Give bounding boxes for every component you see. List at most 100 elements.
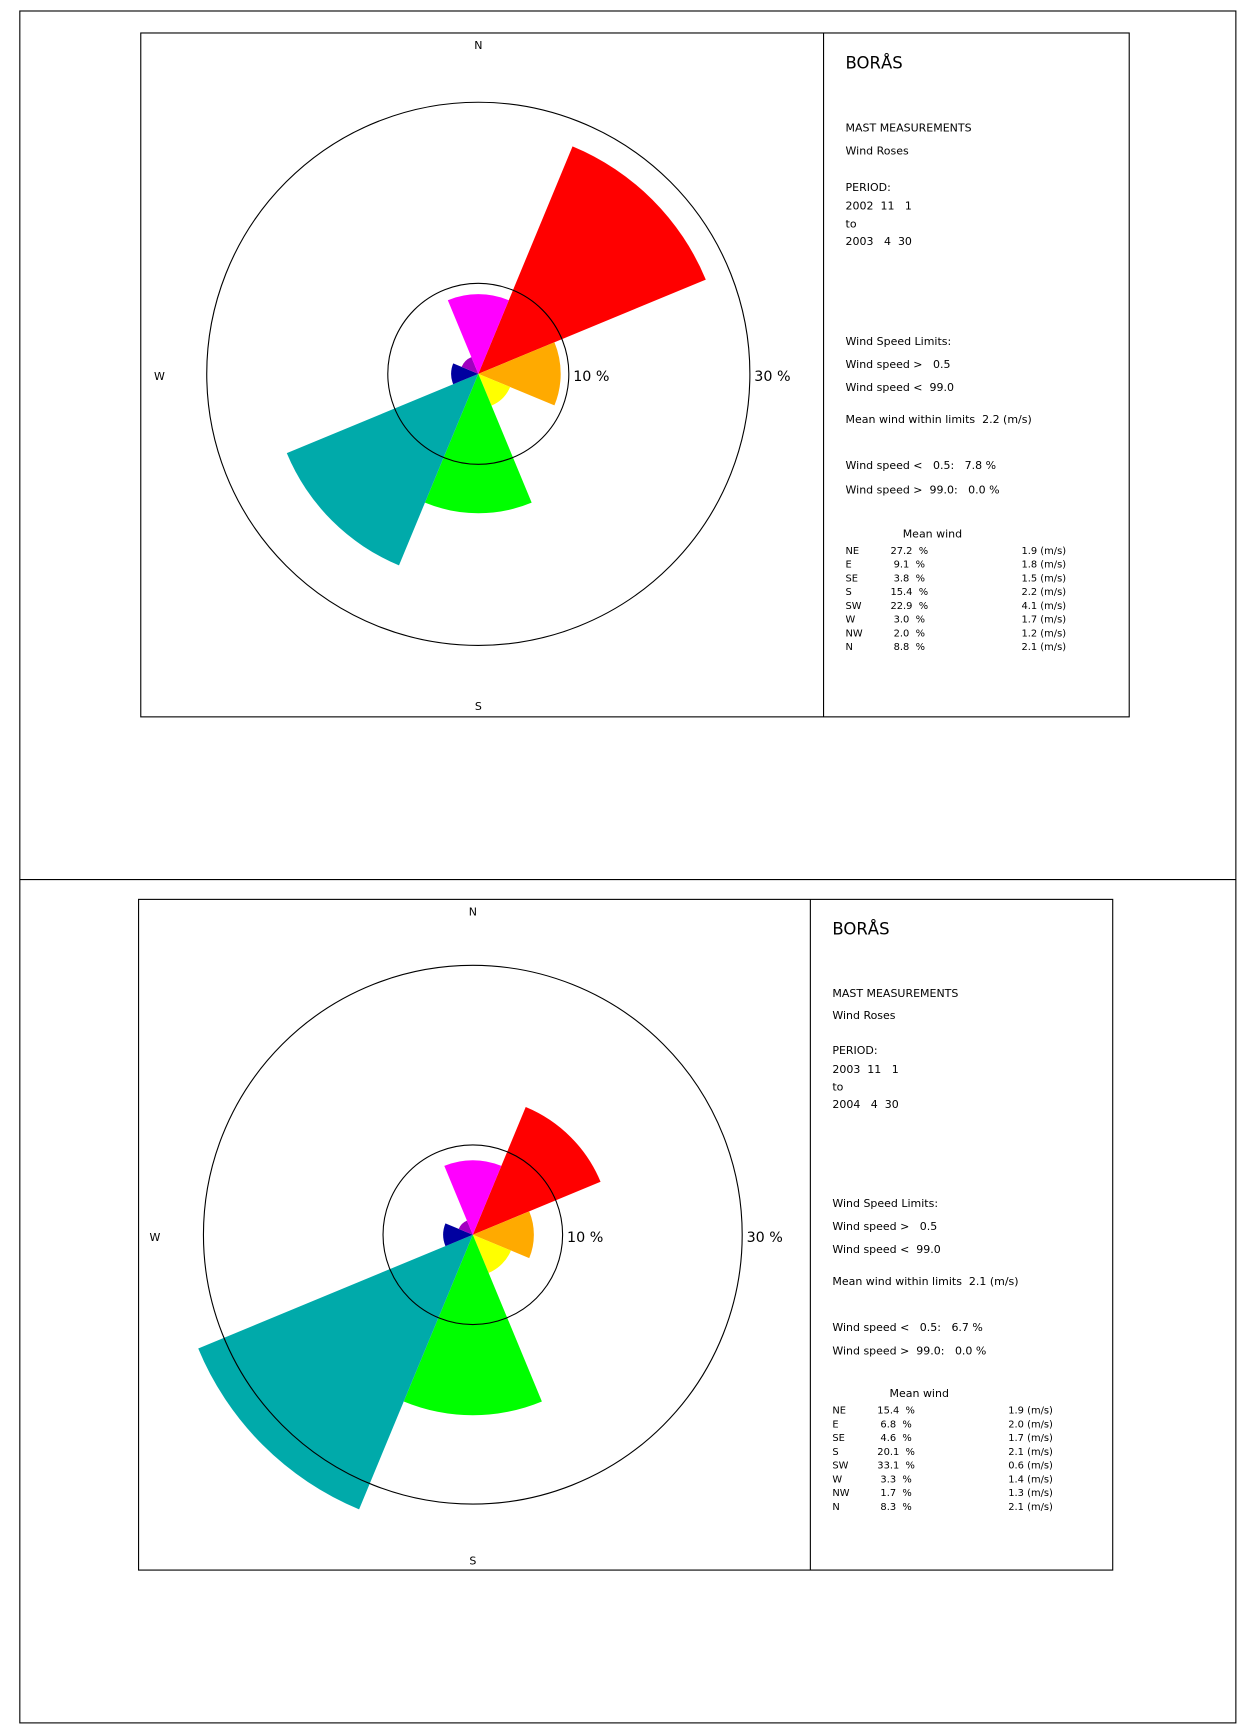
caption: Wind Roses [846, 145, 909, 158]
wind-sector [444, 1160, 502, 1235]
direction-label: N [832, 1502, 839, 1513]
mean-wind-label: 1.5 (m/s) [1021, 573, 1066, 584]
period-label: PERIOD: [846, 181, 891, 194]
station-title: BORÅS [846, 53, 903, 72]
period-line: 2003 4 30 [846, 235, 912, 248]
outer-frame [19, 10, 1237, 1724]
direction-label: W [832, 1474, 842, 1485]
range-ring [206, 101, 751, 646]
direction-label: SW [832, 1461, 848, 1472]
wind-sector [478, 146, 706, 374]
outside-line: Wind speed > 99.0: 0.0 % [846, 483, 1000, 496]
mean-wind-label: 4.1 (m/s) [1021, 601, 1066, 612]
mean-wind-label: 2.0 (m/s) [1008, 1419, 1053, 1430]
panel-frame [138, 898, 1114, 1571]
wind-sector [286, 373, 479, 566]
frequency-label: 6.8 % [880, 1419, 911, 1430]
mean-wind-label: 2.1 (m/s) [1021, 642, 1066, 653]
direction-label: W [846, 615, 856, 626]
wind-sector [472, 1234, 511, 1273]
frequency-label: 1.7 % [880, 1488, 911, 1499]
compass-label: N [469, 906, 477, 919]
mean-within: Mean wind within limits 2.2 (m/s) [846, 413, 1032, 426]
mean-wind-label: 0.6 (m/s) [1008, 1461, 1053, 1472]
range-ring [202, 964, 743, 1505]
direction-label: NE [832, 1406, 846, 1417]
ring-label: 30 % [747, 1230, 783, 1246]
mean-wind-label: 1.8 (m/s) [1021, 560, 1066, 571]
direction-label: NW [846, 628, 863, 639]
limit-line: Wind speed > 0.5 [832, 1220, 937, 1233]
frequency-label: 33.1 % [877, 1461, 915, 1472]
caption: Wind Roses [832, 1009, 895, 1022]
direction-label: SE [846, 573, 859, 584]
frequency-label: 8.3 % [880, 1502, 911, 1513]
period-line: 2003 11 1 [832, 1063, 898, 1076]
mean-within: Mean wind within limits 2.1 (m/s) [832, 1275, 1018, 1288]
direction-label: E [846, 560, 852, 571]
frequency-label: 27.2 % [890, 546, 928, 557]
frequency-label: 20.1 % [877, 1447, 915, 1458]
wind-sector [461, 357, 479, 374]
wind-sector [478, 342, 561, 406]
mean-wind-label: 2.1 (m/s) [1008, 1502, 1053, 1513]
direction-label: E [832, 1419, 838, 1430]
wind-sector [443, 1223, 473, 1247]
limits-label: Wind Speed Limits: [846, 335, 952, 348]
outside-line: Wind speed < 0.5: 6.7 % [832, 1321, 983, 1334]
period-line: to [846, 217, 857, 230]
ring-label: 30 % [754, 369, 790, 385]
limits-label: Wind Speed Limits: [832, 1197, 938, 1210]
period-label: PERIOD: [832, 1044, 877, 1057]
period-line: to [832, 1080, 843, 1093]
frequency-label: 4.6 % [880, 1433, 911, 1444]
outside-line: Wind speed < 0.5: 7.8 % [846, 459, 996, 472]
limit-line: Wind speed < 99.0 [846, 381, 954, 394]
period-line: 2004 4 30 [832, 1098, 898, 1111]
frequency-label: 2.0 % [894, 628, 925, 639]
limit-line: Wind speed < 99.0 [832, 1243, 940, 1256]
wind-sector [447, 294, 509, 374]
mean-wind-label: 1.2 (m/s) [1021, 628, 1066, 639]
table-header: Mean wind [890, 1387, 949, 1400]
limit-line: Wind speed > 0.5 [846, 358, 951, 371]
subtitle: MAST MEASUREMENTS [832, 987, 958, 1000]
compass-label: W [150, 1231, 161, 1244]
compass-label: W [154, 370, 165, 383]
frequency-label: 3.8 % [894, 573, 925, 584]
frequency-label: 8.8 % [894, 642, 925, 653]
frequency-label: 3.3 % [880, 1474, 911, 1485]
compass-label: N [474, 39, 482, 52]
mean-wind-label: 1.3 (m/s) [1008, 1488, 1053, 1499]
ring-label: 10 % [567, 1230, 603, 1246]
mean-wind-label: 1.9 (m/s) [1021, 546, 1066, 557]
mean-wind-label: 1.7 (m/s) [1021, 615, 1066, 626]
wind-sector [198, 1234, 473, 1510]
wind-sector [472, 1211, 534, 1259]
mean-wind-label: 2.2 (m/s) [1021, 587, 1066, 598]
wind-sector [451, 363, 479, 385]
direction-label: S [846, 587, 852, 598]
direction-label: NE [846, 546, 860, 557]
station-title: BORÅS [832, 920, 889, 939]
frequency-label: 15.4 % [890, 587, 928, 598]
range-ring [387, 282, 570, 465]
direction-label: N [846, 642, 853, 653]
outside-line: Wind speed > 99.0: 0.0 % [832, 1344, 986, 1357]
ring-label: 10 % [573, 369, 609, 385]
frequency-label: 22.9 % [890, 601, 928, 612]
table-header: Mean wind [903, 527, 962, 540]
mean-wind-label: 2.1 (m/s) [1008, 1447, 1053, 1458]
wind-sector [478, 373, 511, 406]
range-ring [382, 1144, 564, 1326]
direction-label: SE [832, 1433, 845, 1444]
direction-label: NW [832, 1488, 849, 1499]
wind-sector [458, 1220, 473, 1235]
wind-sector [424, 373, 532, 514]
mean-wind-label: 1.9 (m/s) [1008, 1406, 1053, 1417]
compass-label: S [475, 700, 482, 713]
frequency-label: 3.0 % [894, 615, 925, 626]
direction-label: SW [846, 601, 862, 612]
